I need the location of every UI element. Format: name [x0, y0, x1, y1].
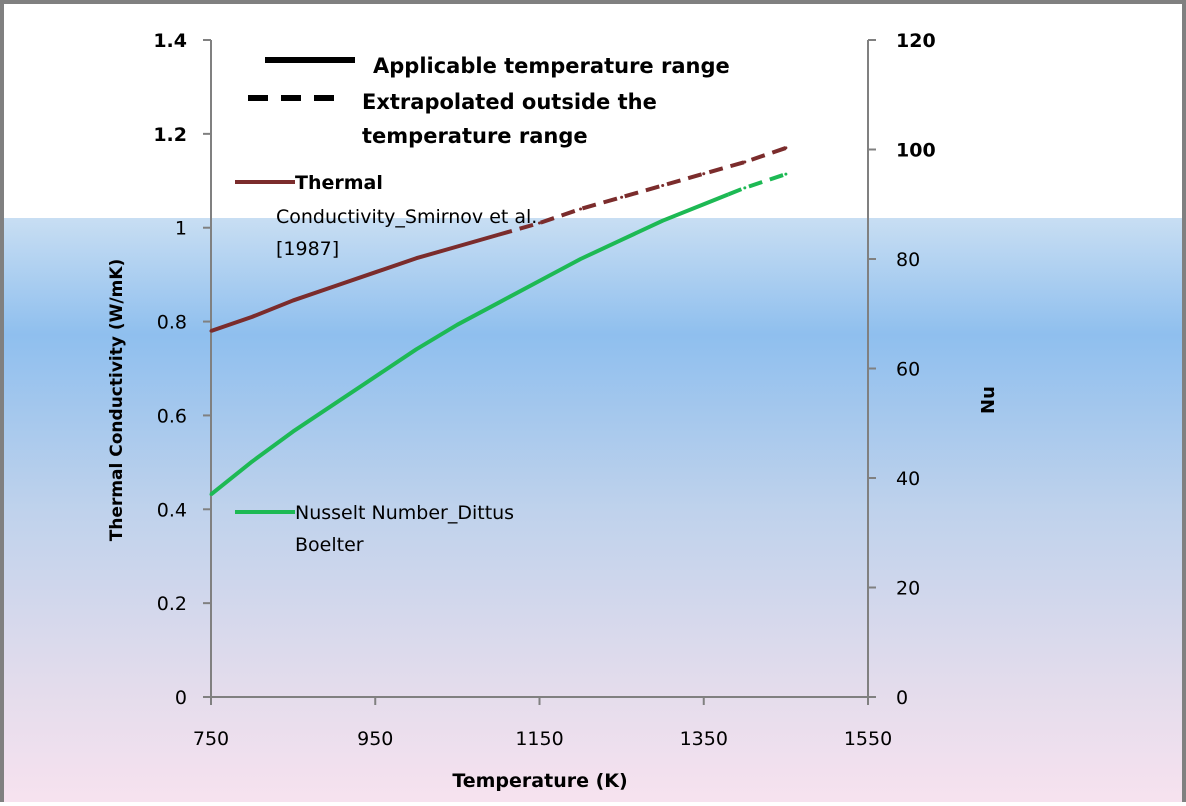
legend: Applicable temperature range Extrapolate… — [235, 54, 730, 556]
y-right-tick-label: 60 — [896, 359, 920, 381]
nusselt-number-point — [661, 219, 665, 223]
y-left-tick-label: 0.6 — [157, 405, 187, 427]
y-left-tick-label: 1.4 — [153, 30, 187, 52]
legend-thermal-line3: [1987] — [276, 238, 339, 260]
legend-thermal-line2: Conductivity_Smirnov et al. — [276, 206, 537, 228]
legend-dashed-label: Extrapolated outside the temperature ran… — [362, 90, 664, 148]
legend-dashed-line1: Extrapolated outside the — [362, 90, 657, 114]
nusselt-number-point — [702, 202, 706, 206]
thermal-conductivity-point — [496, 233, 500, 237]
thermal-conductivity-point — [373, 270, 377, 274]
thermal-conductivity-line-solid — [210, 232, 499, 333]
thermal-conductivity-point — [291, 298, 295, 302]
nusselt-number-point — [332, 402, 336, 406]
y-axis-right-title: Nu — [978, 386, 999, 414]
thermal-conductivity-point — [209, 329, 213, 333]
thermal-conductivity-point — [455, 244, 459, 248]
y-right-tick-label: 20 — [896, 578, 920, 600]
y-right-tick-label: 0 — [896, 687, 908, 709]
y-left-tick-label: 0 — [175, 687, 187, 709]
nusselt-number-point — [743, 186, 747, 190]
nusselt-number-point — [620, 238, 624, 242]
nusselt-number-point — [209, 492, 213, 496]
legend-thermal-label: Thermal Conductivity_Smirnov et al. [198… — [276, 172, 543, 260]
thermal-conductivity-point — [579, 207, 583, 211]
y-left-tick-label: 0.8 — [157, 312, 187, 334]
y-right-tick-label: 120 — [896, 30, 936, 52]
nusselt-number-point — [250, 460, 254, 464]
thermal-conductivity-point — [784, 146, 788, 150]
legend-thermal-line1: Thermal — [295, 172, 390, 194]
nusselt-number-point — [291, 429, 295, 433]
y-left-tick-label: 1 — [175, 218, 187, 240]
nusselt-number-point — [414, 347, 418, 351]
x-ticks: 750 950 1150 1350 1550 — [193, 697, 892, 750]
x-tick-label: 950 — [357, 728, 393, 750]
series-layer — [209, 146, 788, 496]
x-tick-label: 1550 — [844, 728, 892, 750]
x-axis-title: Temperature (K) — [452, 770, 627, 792]
thermal-conductivity-point — [743, 160, 747, 164]
legend-nusselt-line1: Nusselt Number_Dittus — [295, 502, 514, 524]
thermal-conductivity-point — [414, 256, 418, 260]
y-left-tick-label: 0.2 — [157, 593, 187, 615]
y-right-tick-label: 100 — [896, 140, 936, 162]
nusselt-number-point — [496, 301, 500, 305]
plot-background-gradient — [0, 218, 1186, 802]
nusselt-number-point — [784, 172, 788, 176]
y-left-tick-label: 0.4 — [157, 499, 187, 521]
nusselt-number-point — [373, 375, 377, 379]
y-right-tick-label: 40 — [896, 468, 920, 490]
x-tick-label: 1350 — [680, 728, 728, 750]
x-tick-label: 750 — [193, 728, 229, 750]
y-left-tick-label: 1.2 — [153, 124, 187, 146]
left-ticks: 0 0.2 0.4 0.6 0.8 1 1.2 1.4 — [153, 30, 211, 709]
nusselt-number-line-solid — [209, 192, 730, 496]
thermal-conductivity-point — [702, 172, 706, 176]
right-ticks: 0 20 40 60 80 100 120 — [868, 30, 936, 709]
thermal-conductivity-point — [332, 284, 336, 288]
y-axis-left-title: Thermal Conductivity (W/mK) — [107, 259, 127, 542]
nusselt-number-point — [579, 257, 583, 261]
nusselt-number-point — [455, 323, 459, 327]
legend-dashed-line2: temperature range — [362, 124, 588, 148]
thermal-conductivity-point — [620, 195, 624, 199]
legend-nusselt-label: Nusselt Number_Dittus Boelter — [295, 502, 520, 556]
thermal-conductivity-point — [250, 315, 254, 319]
thermal-conductivity-line-dashed — [497, 146, 787, 237]
nusselt-number-line-dashed — [727, 172, 787, 197]
y-right-tick-label: 80 — [896, 249, 920, 271]
x-tick-label: 1150 — [515, 728, 563, 750]
legend-solid-label: Applicable temperature range — [373, 54, 730, 78]
thermal-conductivity-point — [661, 183, 665, 187]
legend-nusselt-line2: Boelter — [295, 534, 364, 556]
thermal-conductivity-point — [538, 221, 541, 225]
nusselt-number-point — [538, 279, 541, 283]
